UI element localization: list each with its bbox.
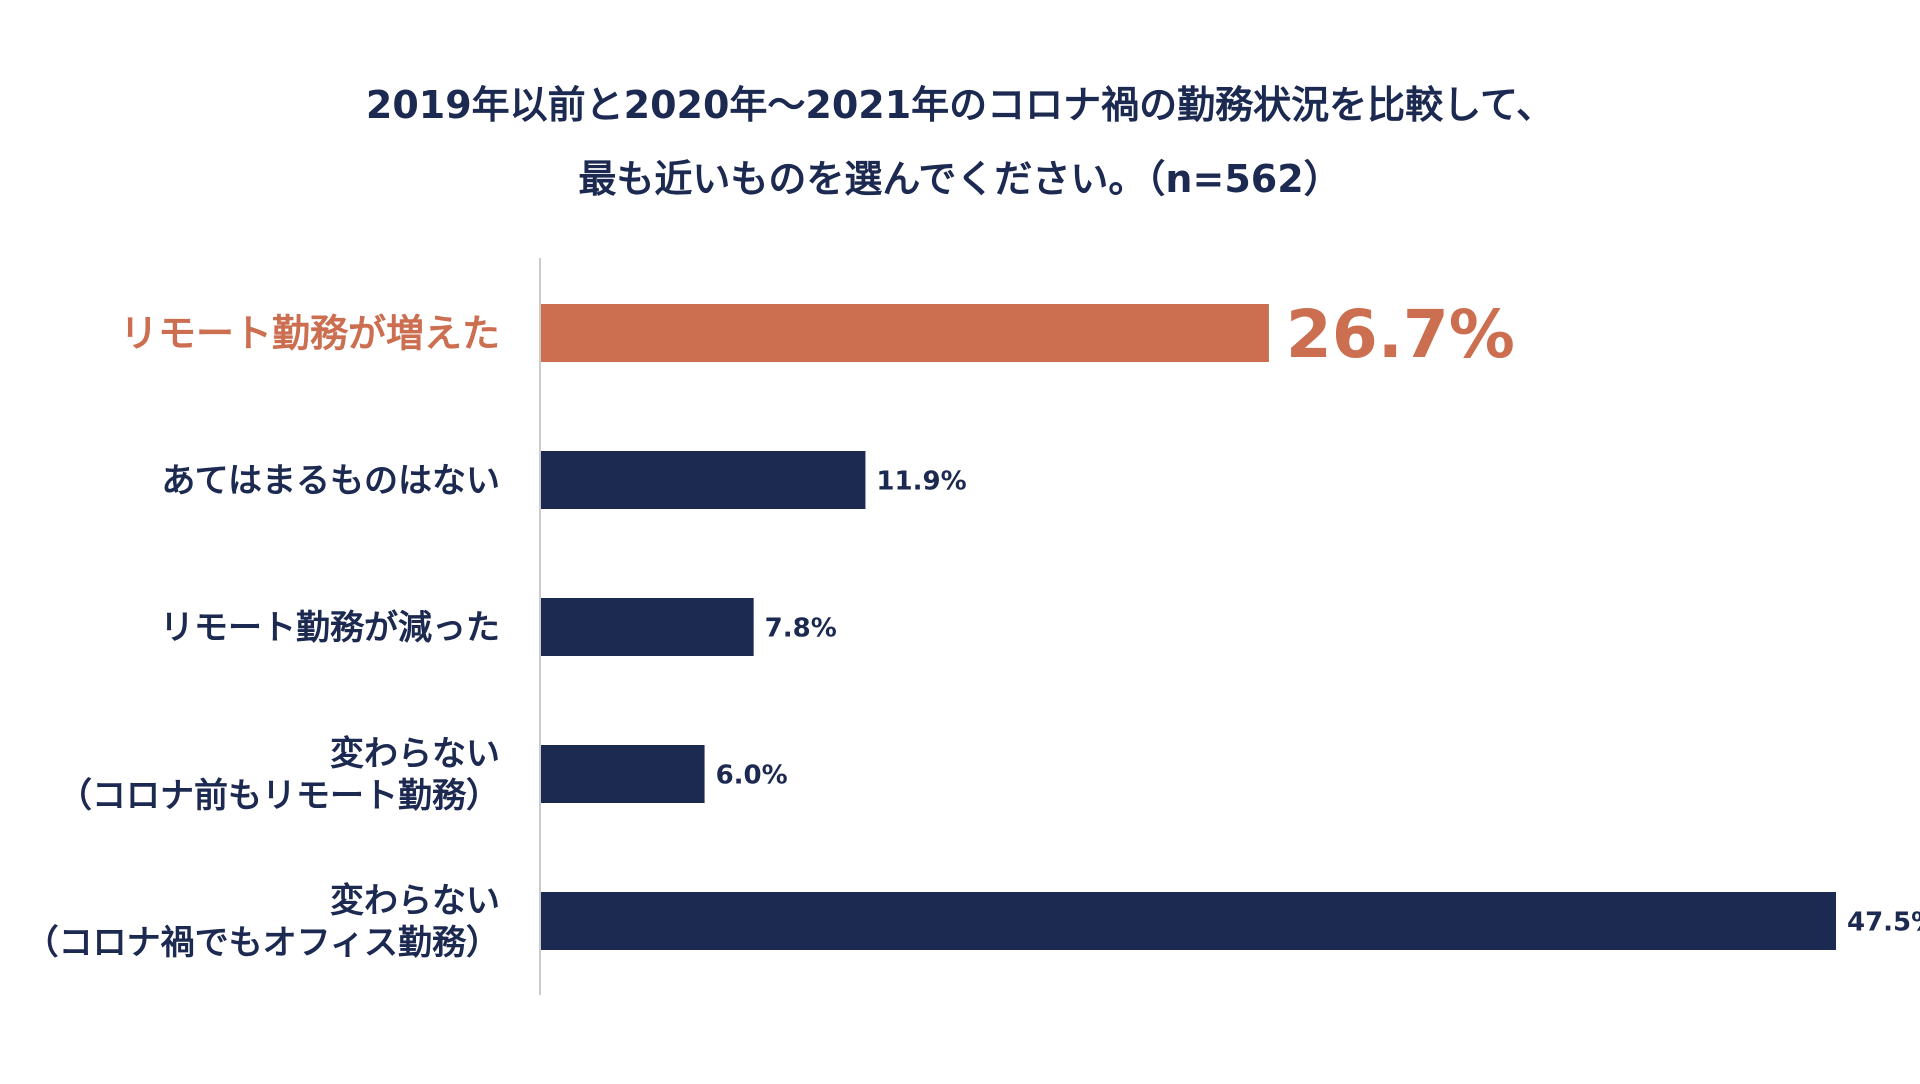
bar bbox=[541, 892, 1836, 950]
bar bbox=[541, 745, 705, 803]
data-label: 11.9% bbox=[876, 466, 966, 496]
category-label: リモート勤務が増えた bbox=[120, 312, 500, 356]
category-label: リモート勤務が減った bbox=[160, 608, 500, 648]
bar bbox=[541, 304, 1269, 362]
bar bbox=[541, 598, 754, 656]
chart-title-line: 2019年以前と2020年〜2021年のコロナ禍の勤務状況を比較して、 bbox=[366, 83, 1554, 127]
category-label: （コロナ禍でもオフィス勤務） bbox=[25, 923, 500, 963]
category-label: 変わらない bbox=[330, 881, 500, 921]
data-label: 7.8% bbox=[765, 613, 837, 643]
category-label: あてはまるものはない bbox=[161, 461, 500, 501]
chart-title-line: 最も近いものを選んでください。（n=562） bbox=[578, 157, 1341, 201]
data-label: 26.7% bbox=[1286, 296, 1515, 373]
data-label: 47.5% bbox=[1847, 907, 1920, 937]
bar bbox=[541, 451, 866, 509]
category-label: 変わらない bbox=[330, 734, 500, 774]
data-label: 6.0% bbox=[716, 760, 788, 790]
category-label: （コロナ前もリモート勤務） bbox=[58, 776, 500, 816]
